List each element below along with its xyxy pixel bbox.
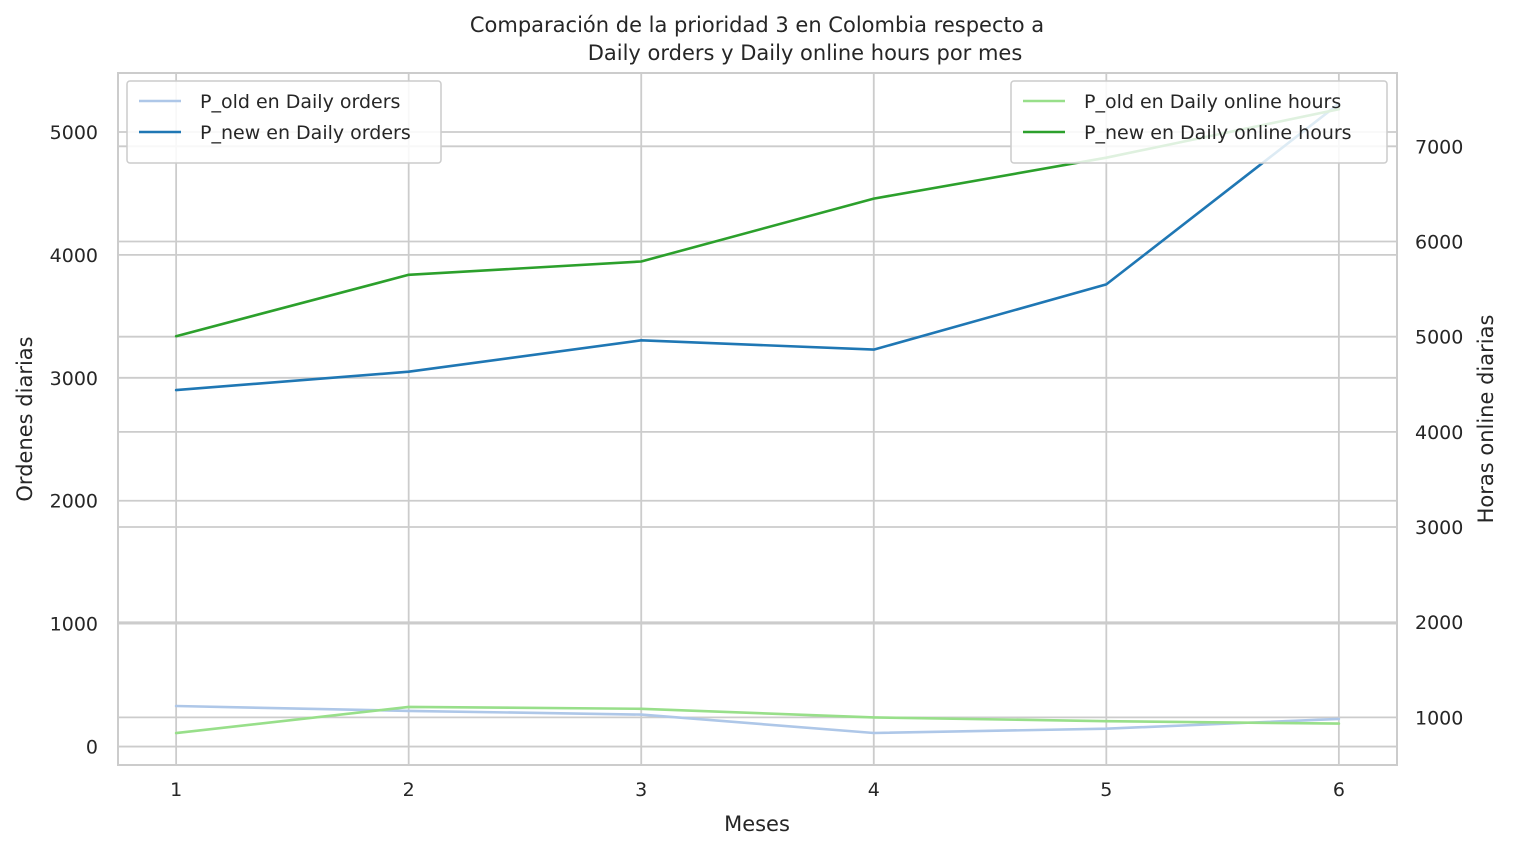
y2-tick-label: 2000: [1415, 612, 1463, 634]
y2-tick-label: 5000: [1415, 327, 1463, 349]
y-tick-label: 3000: [50, 368, 98, 390]
x-tick-label: 2: [403, 779, 415, 801]
legend-box: [1010, 80, 1388, 164]
plot-frame: [117, 72, 1398, 766]
x-tick-label: 6: [1333, 779, 1345, 801]
grid-lines: [118, 73, 1397, 765]
x-tick-label: 1: [170, 779, 182, 801]
series-line-p-old-en-daily-orders: [174, 704, 1341, 735]
legend-label: P_old en Daily orders: [200, 91, 400, 113]
series-line-p-old-en-daily-online-hours: [174, 705, 1341, 735]
y2-tick-label: 1000: [1415, 707, 1463, 729]
x-axis-label: Meses: [724, 812, 790, 836]
legend-right: P_old en Daily online hours P_new en Dail…: [1010, 80, 1388, 164]
x-tick-label: 4: [868, 779, 880, 801]
y-tick-label: 1000: [50, 614, 98, 636]
chart-title-line1: Comparación de la prioridad 3 en Colombi…: [470, 13, 1044, 37]
y2-tick-label: 7000: [1415, 136, 1463, 158]
y-tick-label: 0: [86, 737, 98, 759]
y2-tick-label: 4000: [1415, 422, 1463, 444]
y2-tick-label: 6000: [1415, 231, 1463, 253]
legend-label: P_new en Daily orders: [200, 122, 411, 144]
x-tick-label: 3: [635, 779, 647, 801]
x-tick-label: 5: [1100, 779, 1112, 801]
y-axis-label: Ordenes diarias: [13, 336, 37, 501]
series-line-p-new-en-daily-orders: [174, 102, 1341, 392]
y-tick-label: 5000: [50, 122, 98, 144]
legend-left: P_old en Daily orders P_new en Daily orde…: [126, 80, 442, 164]
legend-label: P_old en Daily online hours: [1084, 91, 1341, 113]
y-tick-label: 2000: [50, 491, 98, 513]
y2-axis-label: Horas online diarias: [1474, 315, 1498, 524]
series-lines: [174, 102, 1341, 735]
legend-box: [126, 80, 442, 164]
tick-labels: 1 2 3 4 5 6 0 1000 2000 3000 4000 5000 1000 2000 3000 4…: [50, 122, 1464, 801]
legend-label: P_new en Daily online hours: [1084, 122, 1352, 144]
y2-tick-label: 3000: [1415, 517, 1463, 539]
y-tick-label: 4000: [50, 245, 98, 267]
chart-title-line2: Daily orders y Daily online hours por me…: [588, 41, 1023, 65]
